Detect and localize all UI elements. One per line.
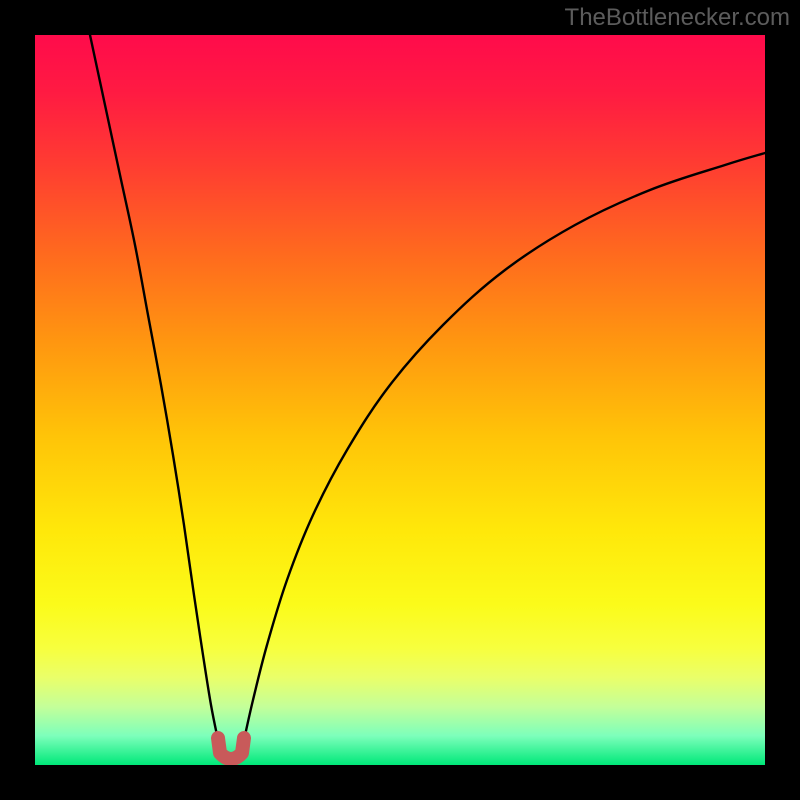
plot-area <box>35 35 765 765</box>
plot-svg <box>35 35 765 765</box>
watermark-text: TheBottlenecker.com <box>565 4 790 32</box>
chart-container: TheBottlenecker.com <box>0 0 800 800</box>
gradient-background <box>35 35 765 765</box>
